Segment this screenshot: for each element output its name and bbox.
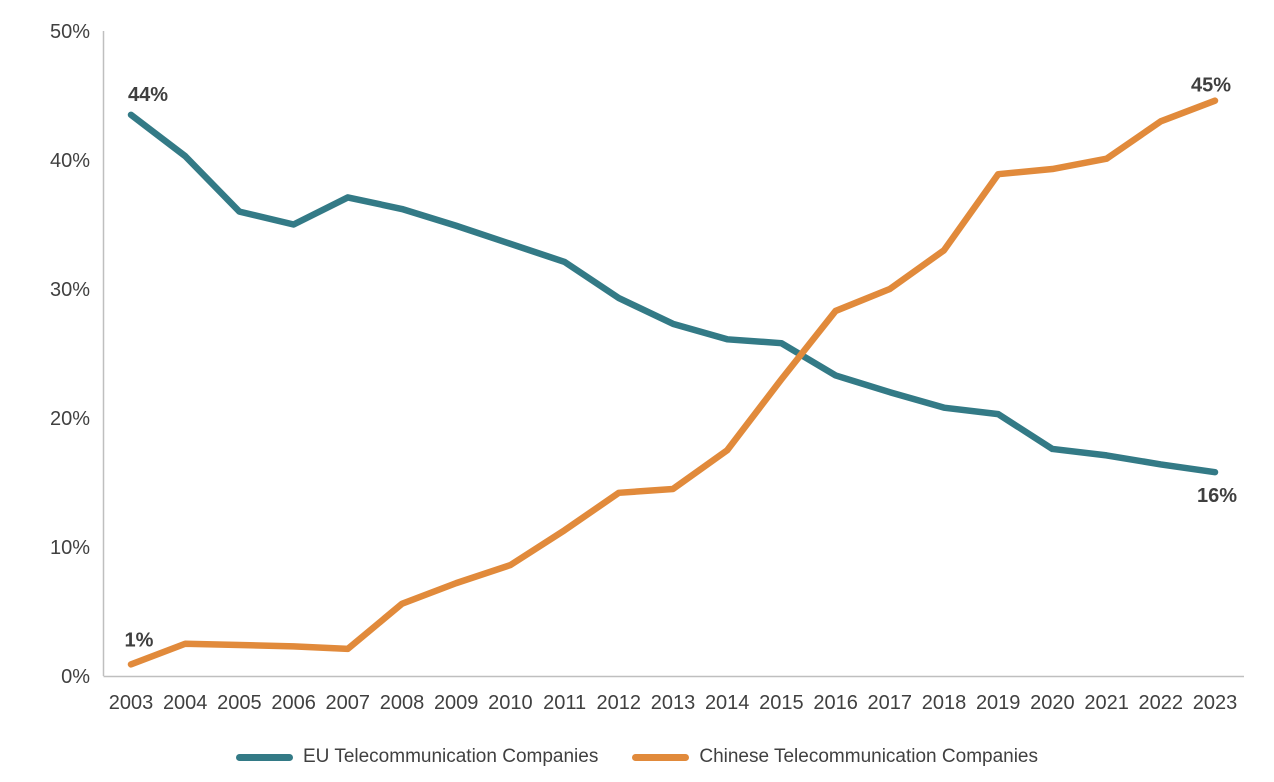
x-axis-tick-label: 2016 — [813, 692, 858, 714]
legend-item-eu: EU Telecommunication Companies — [235, 744, 599, 770]
x-axis-tick-label: 2006 — [271, 692, 316, 714]
x-axis-tick-label: 2009 — [434, 692, 479, 714]
eu-series-label: EU Telecommunication Companies — [302, 746, 599, 767]
eu-end-value-label: 16% — [1197, 485, 1237, 507]
x-axis-tick-label: 2013 — [651, 692, 696, 714]
x-axis-tick-label: 2011 — [543, 692, 586, 714]
x-axis-tick-label: 2010 — [488, 692, 533, 714]
x-axis-tick-label: 2020 — [1030, 692, 1075, 714]
x-axis-tick-label: 2018 — [922, 692, 967, 714]
x-axis-tick-label: 2021 — [1084, 692, 1129, 714]
chart-legend: EU Telecommunication Companies Chinese T… — [0, 744, 1274, 770]
y-axis-tick-label: 50% — [50, 21, 90, 43]
x-axis-tick-label: 2014 — [705, 692, 750, 714]
y-axis-tick-label: 30% — [50, 279, 90, 301]
chinese-end-value-label: 45% — [1191, 75, 1231, 97]
x-axis-tick-label: 2005 — [217, 692, 262, 714]
x-axis-tick-label: 2017 — [868, 692, 913, 714]
chinese-series-label: Chinese Telecommunication Companies — [699, 746, 1039, 767]
y-axis-tick-label: 10% — [50, 537, 90, 559]
x-axis-tick-label: 2023 — [1193, 692, 1238, 714]
eu-series-swatch — [235, 753, 293, 761]
x-axis-tick-label: 2012 — [597, 692, 642, 714]
x-axis-tick-label: 2003 — [109, 692, 154, 714]
x-axis-tick-label: 2004 — [163, 692, 208, 714]
x-axis-tick-label: 2022 — [1139, 692, 1184, 714]
x-axis-tick-label: 2008 — [380, 692, 425, 714]
chinese-series-swatch — [632, 753, 690, 761]
x-axis-tick-label: 2015 — [759, 692, 804, 714]
chinese-series-line — [127, 97, 1219, 668]
eu-start-value-label: 44% — [128, 84, 168, 106]
x-axis-tick-label: 2019 — [976, 692, 1021, 714]
y-axis-tick-label: 40% — [50, 150, 90, 172]
x-axis-tick-label: 2007 — [326, 692, 371, 714]
legend-item-chinese: Chinese Telecommunication Companies — [632, 744, 1038, 770]
eu-series-line — [127, 111, 1219, 476]
y-axis-tick-label: 0% — [61, 666, 90, 688]
chinese-start-value-label: 1% — [125, 629, 154, 651]
y-axis-tick-label: 20% — [50, 408, 90, 430]
